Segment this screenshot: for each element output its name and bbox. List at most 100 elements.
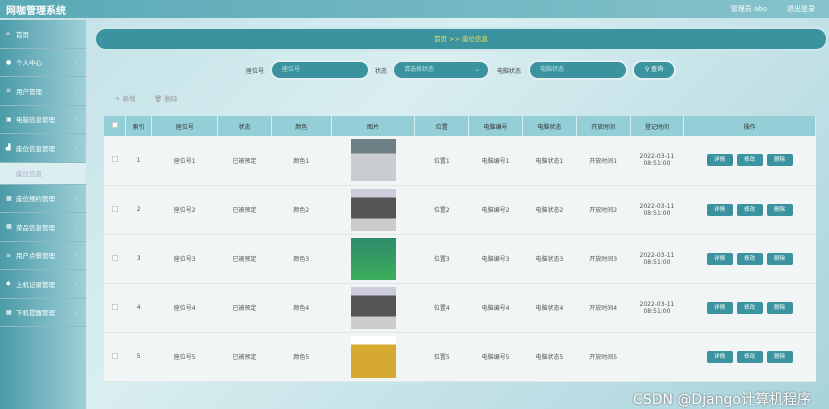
- cell-reg: 2022-03-11 08:51:00: [630, 185, 684, 235]
- cell-image: [331, 283, 415, 333]
- chevron-down-icon: ⌄: [73, 144, 78, 151]
- add-label: 新增: [122, 95, 136, 103]
- list-icon: ≡: [6, 251, 12, 259]
- cell-image: [331, 234, 415, 284]
- row-select[interactable]: [104, 332, 126, 382]
- cell-seat: 座位号2: [151, 185, 218, 235]
- seat-input[interactable]: 座位号: [272, 62, 368, 78]
- top-bar: 网咖管理系统 管理员 abo 退出登录: [0, 0, 829, 18]
- cell-pc: 电脑编号1: [468, 136, 523, 186]
- cell-pos: 位置3: [414, 234, 469, 284]
- computer-icon: ▣: [6, 115, 12, 123]
- sidebar-item-label: 下机提醒管理: [16, 309, 55, 318]
- row-checkbox[interactable]: [111, 254, 118, 261]
- sidebar-item-label: 用户点餐管理: [16, 252, 55, 261]
- cell-idx: 1: [125, 136, 152, 186]
- cell-pos: 位置4: [414, 283, 469, 333]
- chevron-down-icon: ⌄: [73, 59, 78, 66]
- add-button[interactable]: ＋ 新增: [114, 95, 136, 103]
- status-select-value: 请选择状态: [404, 66, 435, 73]
- row-checkbox[interactable]: [111, 303, 118, 310]
- cell-actions: 详情 修改 删除: [683, 136, 816, 186]
- edit-button[interactable]: 修改: [736, 301, 763, 314]
- detail-button[interactable]: 详情: [706, 301, 733, 314]
- cell-image: [331, 332, 415, 382]
- cell-color: 颜色2: [271, 185, 332, 235]
- breadcrumb-separator: >>: [449, 35, 460, 43]
- grid-icon: ▦: [6, 308, 12, 316]
- cell-open: 开放时间4: [576, 283, 631, 333]
- sidebar-item-label: 座位信息管理: [16, 144, 55, 153]
- row-checkbox[interactable]: [111, 156, 118, 163]
- sidebar-item-8[interactable]: ≡ 用户点餐管理 ⌄: [0, 242, 86, 270]
- delete-button[interactable]: 删除: [766, 301, 793, 314]
- delete-button[interactable]: 删除: [766, 252, 793, 265]
- cell-color: 颜色3: [271, 234, 332, 284]
- sidebar-item-6[interactable]: ▦ 座位预约管理 ⌄: [0, 185, 86, 213]
- row-select[interactable]: [104, 234, 126, 284]
- select-all-checkbox[interactable]: [111, 122, 118, 128]
- status-select[interactable]: 请选择状态 ⌄: [394, 62, 488, 78]
- detail-button[interactable]: 详情: [706, 154, 733, 167]
- pc-status-input[interactable]: 电脑状态: [530, 62, 626, 78]
- seat-image: [350, 335, 396, 378]
- cell-reg: [630, 332, 684, 382]
- chevron-down-icon: ⌄: [73, 223, 78, 230]
- sidebar-item-4[interactable]: ▟ 座位信息管理 ⌄: [0, 134, 86, 163]
- row-checkbox[interactable]: [111, 352, 118, 359]
- cell-open: 开放时间2: [576, 185, 631, 235]
- table-row: 5 座位号5 已被预定 颜色5 位置5 电脑编号5 电脑状态5 开放时间5 详情 修改 删除: [104, 332, 816, 382]
- delete-button[interactable]: 删除: [766, 203, 793, 216]
- sidebar-item-label: 座位预约管理: [16, 195, 55, 204]
- cell-status: 已被预定: [217, 332, 272, 382]
- column-header: 颜色: [271, 116, 332, 136]
- grid-icon: ▦: [6, 194, 12, 202]
- edit-button[interactable]: 修改: [736, 203, 763, 216]
- column-header: 位置: [414, 116, 470, 136]
- cell-pc: 电脑编号5: [468, 332, 523, 382]
- delete-button[interactable]: 删除: [766, 350, 793, 363]
- grid-icon: ▦: [6, 223, 12, 231]
- detail-button[interactable]: 详情: [706, 350, 733, 363]
- delete-button[interactable]: 删除: [766, 154, 793, 167]
- chevron-down-icon: ⌄: [73, 116, 78, 123]
- query-button[interactable]: ⚲ 查询: [634, 62, 674, 78]
- sidebar-item-3[interactable]: ▣ 电脑信息管理 ⌄: [0, 106, 86, 134]
- detail-button[interactable]: 详情: [706, 252, 733, 265]
- select-all-header[interactable]: [104, 116, 127, 136]
- cell-status: 已被预定: [217, 136, 272, 186]
- sidebar-item-9[interactable]: ◆ 上机记录管理 ⌄: [0, 270, 86, 299]
- sidebar-item-7[interactable]: ▦ 菜品信息管理 ⌄: [0, 213, 86, 242]
- sidebar-item-1[interactable]: ● 个人中心 ⌄: [0, 49, 86, 77]
- column-header: 电脑状态: [522, 116, 577, 136]
- row-select[interactable]: [104, 185, 126, 235]
- cell-open: 开放时间5: [576, 332, 631, 382]
- sidebar-item-label: 首页: [16, 30, 29, 39]
- table-row: 2 座位号2 已被预定 颜色2 位置2 电脑编号2 电脑状态2 开放时间2 2022-03-11…: [104, 185, 816, 235]
- row-select[interactable]: [104, 136, 126, 186]
- search-bar: 座位号 座位号 状态 请选择状态 ⌄ 电脑状态 电脑状态 ⚲ 查询: [0, 62, 829, 78]
- sidebar-item-10[interactable]: ▦ 下机提醒管理 ⌄: [0, 299, 86, 327]
- sidebar-item-2[interactable]: ≡ 用户管理 ⌄: [0, 77, 86, 106]
- record-icon: ◆: [6, 280, 11, 288]
- cell-idx: 3: [125, 234, 152, 284]
- cell-idx: 5: [125, 332, 152, 382]
- cell-pos: 位置2: [414, 185, 469, 235]
- seat-image: [350, 237, 396, 280]
- edit-button[interactable]: 修改: [736, 252, 763, 265]
- row-select[interactable]: [104, 283, 126, 333]
- sidebar-item-5[interactable]: 座位信息: [0, 162, 86, 185]
- logout-link[interactable]: 退出登录: [787, 5, 815, 13]
- edit-button[interactable]: 修改: [736, 350, 763, 363]
- cell-pcs: 电脑状态4: [522, 283, 577, 333]
- batch-delete-button[interactable]: 🗑 删除: [154, 95, 178, 103]
- edit-button[interactable]: 修改: [736, 154, 763, 167]
- row-checkbox[interactable]: [111, 205, 118, 212]
- cell-pcs: 电脑状态1: [522, 136, 577, 186]
- breadcrumb-home[interactable]: 首页: [433, 35, 447, 43]
- sidebar-item-label: 菜品信息管理: [16, 223, 55, 232]
- detail-button[interactable]: 详情: [706, 203, 733, 216]
- cell-actions: 详情 修改 删除: [683, 234, 816, 284]
- cell-reg: 2022-03-11 08:51:00: [630, 283, 684, 333]
- sidebar-item-0[interactable]: ⌂ 首页: [0, 20, 86, 49]
